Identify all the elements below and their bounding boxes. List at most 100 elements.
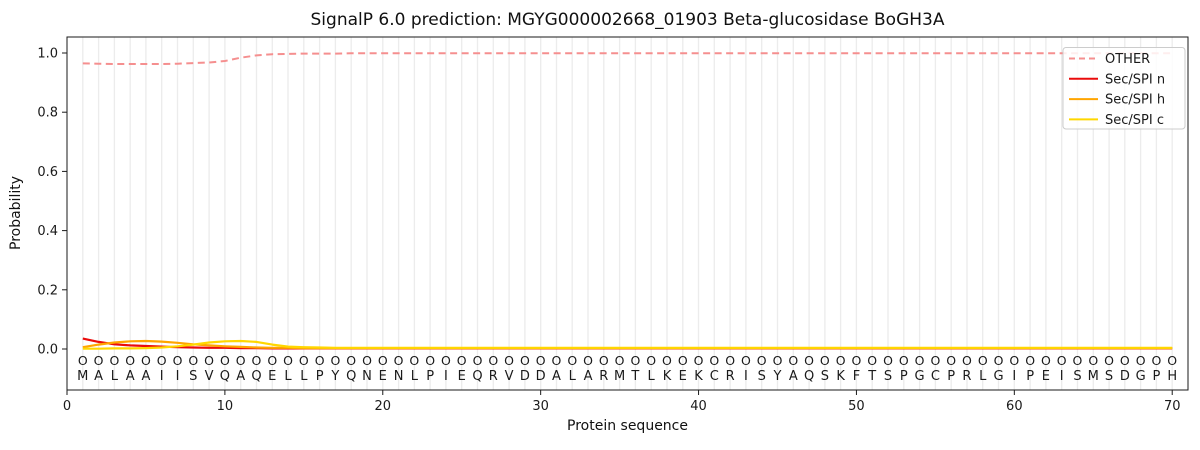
predicted-label-char: O	[662, 353, 672, 368]
predicted-label-char: O	[1167, 353, 1177, 368]
predicted-label-char: O	[883, 353, 893, 368]
x-tick-label: 20	[375, 399, 392, 414]
predicted-label-char: O	[899, 353, 909, 368]
residue-char: Q	[251, 369, 261, 384]
predicted-label-char: O	[867, 353, 877, 368]
residue-char: P	[947, 369, 955, 384]
residue-char: A	[789, 369, 798, 384]
residue-char: C	[931, 369, 940, 384]
residue-char: I	[1060, 369, 1064, 384]
residue-char: K	[836, 369, 845, 384]
residue-char: S	[758, 369, 766, 384]
legend-label-sec-spi-n: Sec/SPI n	[1105, 72, 1165, 87]
predicted-label-char: O	[836, 353, 846, 368]
residue-char: M	[1088, 369, 1099, 384]
residue-char: A	[126, 369, 135, 384]
residue-char: V	[505, 369, 514, 384]
predicted-label-char: O	[1104, 353, 1114, 368]
residue-char: K	[694, 369, 703, 384]
predicted-label-char: O	[109, 353, 119, 368]
predicted-label-char: O	[583, 353, 593, 368]
residue-char: E	[679, 369, 687, 384]
predicted-label-char: O	[409, 353, 419, 368]
predicted-label-char: O	[1152, 353, 1162, 368]
residue-char: S	[1073, 369, 1081, 384]
residue-char: N	[394, 369, 404, 384]
residue-char: Y	[330, 369, 339, 384]
residue-char: L	[111, 369, 119, 384]
predicted-label-char: O	[1136, 353, 1146, 368]
residue-char: A	[141, 369, 150, 384]
residue-char: M	[77, 369, 88, 384]
predicted-label-char: O	[378, 353, 388, 368]
residue-char: C	[710, 369, 719, 384]
residue-char: S	[821, 369, 829, 384]
x-tick-label: 70	[1164, 399, 1181, 414]
residue-char: I	[744, 369, 748, 384]
predicted-label-char: O	[125, 353, 135, 368]
residue-char: D	[1120, 369, 1130, 384]
predicted-label-char: O	[852, 353, 862, 368]
predicted-label-char: O	[394, 353, 404, 368]
residue-char: P	[1026, 369, 1034, 384]
x-tick-label: 40	[690, 399, 707, 414]
series-other-line	[82, 52, 1173, 65]
residue-char: R	[599, 369, 608, 384]
residue-char: D	[520, 369, 530, 384]
y-tick-label: 0.0	[37, 343, 58, 358]
residue-char: D	[536, 369, 546, 384]
predicted-label-char: O	[473, 353, 483, 368]
predicted-label-char: O	[220, 353, 230, 368]
residue-char: S	[1105, 369, 1113, 384]
residue-char: A	[584, 369, 593, 384]
predicted-label-char: O	[362, 353, 372, 368]
residue-char: T	[867, 369, 876, 384]
residue-char: Q	[472, 369, 482, 384]
residue-char: S	[189, 369, 197, 384]
predicted-label-char: O	[962, 353, 972, 368]
x-tick-label: 10	[217, 399, 234, 414]
legend-label-sec-spi-c: Sec/SPI c	[1105, 113, 1164, 128]
predicted-label-char: O	[646, 353, 656, 368]
x-tick-label: 30	[532, 399, 549, 414]
predicted-label-char: O	[804, 353, 814, 368]
residue-char: N	[362, 369, 372, 384]
predicted-label-char: O	[236, 353, 246, 368]
predicted-label-char: O	[930, 353, 940, 368]
residue-char: P	[316, 369, 324, 384]
residue-char: Q	[804, 369, 814, 384]
y-tick-label: 0.4	[37, 224, 58, 239]
predicted-label-char: O	[1041, 353, 1051, 368]
y-tick-label: 0.8	[37, 106, 58, 121]
predicted-label-char: O	[757, 353, 767, 368]
predicted-label-char: O	[94, 353, 104, 368]
residue-char: E	[268, 369, 276, 384]
residue-char: G	[915, 369, 925, 384]
predicted-label-char: O	[978, 353, 988, 368]
residue-char: I	[176, 369, 180, 384]
residue-char: I	[1012, 369, 1016, 384]
predicted-label-char: O	[504, 353, 514, 368]
predicted-label-char: O	[267, 353, 277, 368]
residue-char: Q	[220, 369, 230, 384]
residue-char: L	[300, 369, 308, 384]
residue-char: S	[884, 369, 892, 384]
residue-char: Y	[773, 369, 782, 384]
x-tick-label: 50	[848, 399, 865, 414]
residue-char: F	[853, 369, 860, 384]
residue-char: E	[379, 369, 387, 384]
predicted-label-char: O	[630, 353, 640, 368]
y-tick-label: 1.0	[37, 47, 58, 62]
predicted-label-char: O	[567, 353, 577, 368]
x-axis-label: Protein sequence	[567, 418, 688, 434]
predicted-label-char: O	[1057, 353, 1067, 368]
predicted-label-char: O	[315, 353, 325, 368]
predicted-label-char: O	[536, 353, 546, 368]
predicted-label-char: O	[1009, 353, 1019, 368]
y-tick-label: 0.2	[37, 283, 58, 298]
series-sec-spi-c-line	[82, 339, 1173, 350]
legend-label-sec-spi-h: Sec/SPI h	[1105, 93, 1165, 108]
residue-char: I	[160, 369, 164, 384]
predicted-label-char: O	[330, 353, 340, 368]
